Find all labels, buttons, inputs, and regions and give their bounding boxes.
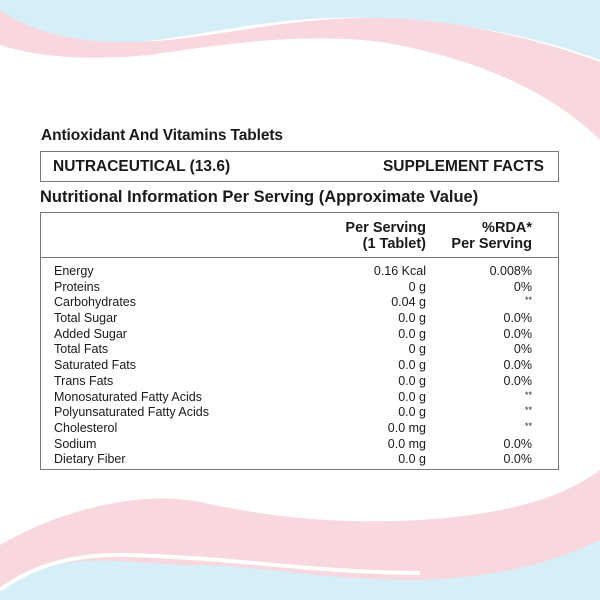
nutrient-name: Added Sugar (54, 326, 127, 341)
table-row: Added Sugar 0.0 g 0.0% (41, 327, 558, 343)
category-banner: NUTRACEUTICAL (13.6) SUPPLEMENT FACTS (40, 151, 559, 182)
table-row: Monosaturated Fatty Acids 0.0 g ** (41, 390, 558, 406)
nutrient-rda: 0.0% (503, 326, 533, 341)
nutrient-value: 0.04 g (391, 295, 426, 310)
header-rda-line2: Per Serving (451, 236, 532, 252)
nutrient-name: Polyunsaturated Fatty Acids (54, 405, 209, 420)
table-body: Energy 0.16 Kcal 0.008% Proteins 0 g 0% Carb… (41, 264, 558, 468)
nutrient-value: 0.0 mg (387, 420, 426, 435)
table-header: Per Serving (1 Tablet) %RDA* Per Serving (41, 213, 558, 258)
table-row: Cholesterol 0.0 mg ** (41, 421, 558, 437)
column-header-per-serving: Per Serving (1 Tablet) (345, 220, 426, 252)
nutrient-value: 0.0 g (398, 373, 426, 388)
nutrient-rda: 0.0% (503, 358, 533, 373)
column-header-rda: %RDA* Per Serving (451, 220, 532, 252)
table-row: Polyunsaturated Fatty Acids 0.0 g ** (41, 405, 558, 421)
nutrient-rda: 0.0% (503, 311, 533, 326)
nutrient-rda: 0% (513, 279, 532, 294)
supplement-facts-label-text: SUPPLEMENT FACTS (382, 158, 544, 175)
nutrient-name: Saturated Fats (54, 358, 136, 373)
table-row: Total Fats 0 g 0% (41, 342, 558, 358)
nutrient-name: Cholesterol (54, 420, 118, 435)
nutrient-name: Dietary Fiber (54, 452, 126, 467)
table-row: Saturated Fats 0.0 g 0.0% (41, 358, 558, 374)
nutrient-name: Sodium (54, 436, 97, 451)
nutrient-value: 0 g (408, 279, 426, 294)
nutrient-value: 0.16 Kcal (373, 264, 426, 278)
nutrient-name: Carbohydrates (54, 295, 136, 310)
nutrient-name: Total Sugar (54, 311, 118, 326)
nutrient-rda: 0.0% (503, 452, 533, 467)
nutrient-rda: ** (524, 405, 532, 416)
nutrient-value: 0.0 mg (387, 436, 426, 451)
table-row: Trans Fats 0.0 g 0.0% (41, 374, 558, 390)
nutrient-value: 0 g (408, 342, 426, 357)
nutrient-value: 0.0 g (398, 405, 426, 420)
table-row: Proteins 0 g 0% (41, 280, 558, 296)
nutrient-rda: ** (524, 420, 532, 431)
nutrient-rda: 0.0% (503, 436, 533, 451)
nutrient-name: Trans Fats (54, 373, 114, 388)
nutrient-name: Energy (54, 264, 94, 278)
nutrient-rda: 0.008% (489, 264, 532, 278)
nutrient-name: Monosaturated Fatty Acids (54, 389, 202, 404)
nutrient-value: 0.0 g (398, 311, 426, 326)
section-title: Nutritional Information Per Serving (App… (40, 188, 479, 206)
category-label: NUTRACEUTICAL (13.6) (53, 158, 231, 175)
nutrient-value: 0.0 g (398, 452, 426, 467)
table-row: Carbohydrates 0.04 g ** (41, 295, 558, 311)
nutrient-value: 0.0 g (398, 389, 426, 404)
nutrition-table: Per Serving (1 Tablet) %RDA* Per Serving… (40, 212, 559, 470)
table-row: Total Sugar 0.0 g 0.0% (41, 311, 558, 327)
nutrient-rda: ** (524, 389, 532, 400)
nutrient-name: Proteins (54, 279, 100, 294)
nutrient-rda: 0.0% (503, 373, 533, 388)
product-title: Antioxidant And Vitamins Tablets (41, 127, 283, 144)
nutrient-rda: ** (524, 295, 532, 306)
nutrient-value: 0.0 g (398, 358, 426, 373)
nutrient-name: Total Fats (54, 342, 109, 357)
table-row: Energy 0.16 Kcal 0.008% (41, 264, 558, 280)
table-row: Dietary Fiber 0.0 g 0.0% (41, 452, 558, 468)
header-serving-line2: (1 Tablet) (362, 236, 426, 252)
nutrient-rda: 0% (513, 342, 532, 357)
table-row: Sodium 0.0 mg 0.0% (41, 437, 558, 453)
nutrient-value: 0.0 g (398, 326, 426, 341)
header-serving-line1: Per Serving (345, 220, 426, 236)
header-rda-line1: %RDA* (482, 220, 532, 236)
